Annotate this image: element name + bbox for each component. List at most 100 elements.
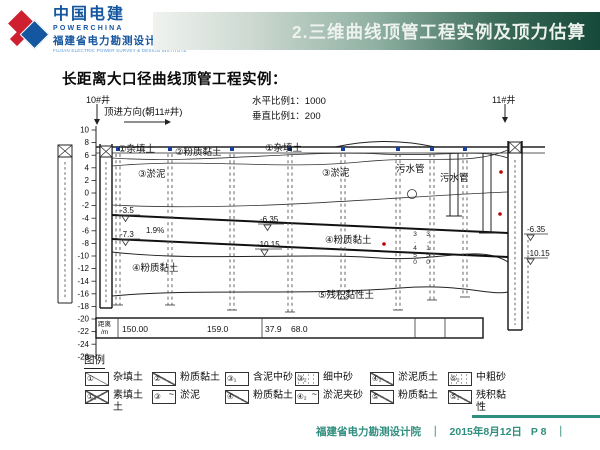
legend-item: ③ ~ 淤泥	[152, 389, 225, 404]
legend-symbol-number: ⑤₂	[450, 374, 460, 383]
footer: 福建省电力勘测设计院 ｜ 2015年8月12日 P 8 ｜	[316, 424, 566, 439]
layer-label-siltyclay4-mid: ④粉质黏土	[325, 234, 372, 246]
legend-label: 中粗砂	[476, 372, 506, 383]
legend-symbol-number: ⑤₁	[450, 392, 460, 401]
layer-label-silt-mid: ③淤泥	[322, 167, 350, 179]
sewage-pipe-section-icon	[407, 189, 417, 199]
legend-item: ③₂ 细中砂	[295, 372, 370, 386]
axis-tick-label: -2	[82, 201, 90, 210]
legend-label: 粉质黏土	[180, 372, 220, 383]
powerchina-logo-icon	[8, 8, 52, 54]
axis-tick-label: -24	[77, 340, 89, 349]
left-shaft-column	[57, 144, 73, 304]
axis-tick-label: 4	[85, 163, 90, 172]
label-horizontal-scale: 水平比例1：1000	[252, 96, 326, 107]
label-vertical-scale: 垂直比例1：200	[252, 111, 321, 122]
legend-symbol-slash-icon: ⑤₁	[448, 390, 472, 404]
legend-symbol-number: ⑤	[372, 392, 379, 401]
red-marker-dot	[382, 242, 386, 246]
distance-table: 距离 /m 150.00 159.0 37.9 68.0	[95, 317, 484, 339]
legend-title: 图例	[84, 352, 105, 369]
axis-tick-label: -10	[77, 252, 89, 261]
label-well-10: 10#井	[86, 95, 111, 105]
label-well-11: 11#井	[492, 95, 516, 105]
label-sewage-pipe-2: 污水管	[440, 172, 469, 184]
elevation-label: -6.35	[260, 215, 279, 224]
legend-symbol-plain-icon: ③₁	[225, 372, 249, 386]
axis-tick-label: -18	[77, 302, 89, 311]
soil-labels: ①杂填土 ②粉质黏土 ③淤泥 ①杂填土 ③淤泥 ④粉质黏土 ④粉质黏土 ⑤残积黏…	[118, 142, 550, 301]
legend-label: 残积黏性	[476, 390, 506, 413]
legend-item: ①₁ 素填土 土	[85, 390, 152, 414]
red-marker-dot	[498, 212, 502, 216]
table-unit-label-line2: /m	[101, 329, 108, 336]
elevation-label: -10.15	[257, 240, 280, 249]
logo-name-en: POWERCHINA	[53, 25, 124, 32]
footer-separator: ｜	[430, 426, 441, 438]
legend-item: ⑤₂ 中粗砂	[448, 372, 508, 386]
ground-surface	[96, 141, 545, 154]
axis-tick-label: 10	[80, 126, 89, 135]
table-cell: 150.00	[122, 324, 148, 334]
legend-item: ⑤ 粉质黏土	[370, 390, 448, 404]
axis-tick-label: -22	[77, 327, 89, 336]
layer-label-fill-mid: ①杂填土	[265, 142, 303, 154]
logo-org-name: 福建省电力勘测设计院	[53, 35, 168, 47]
legend-item: ① 杂填土	[85, 372, 152, 386]
well-11-shaft	[507, 141, 529, 331]
vertical-number-2: 3.150	[424, 231, 432, 266]
page-title: 2.三维曲线顶管工程实例及顶力估算	[291, 21, 586, 42]
borehole-marker	[116, 147, 120, 151]
legend-symbol-number: ①₁	[87, 392, 97, 401]
borehole-marker	[463, 147, 467, 151]
borehole-columns	[113, 147, 470, 313]
jacking-pipe-lines	[111, 214, 509, 258]
elevation-label: -6.35	[527, 225, 546, 234]
borehole-marker	[396, 147, 400, 151]
legend-label: 淤泥	[180, 390, 200, 401]
axis-tick-label: -20	[77, 315, 89, 324]
legend-symbol-number: ④₂	[297, 392, 307, 401]
legend-symbol-slash-icon: ⑤	[370, 390, 394, 404]
legend-symbol-wave-icon: ④₂ ~	[295, 389, 319, 404]
label-jacking-direction: 顶进方向(朝11#井)	[104, 107, 183, 118]
legend-label: 淤泥夹砂	[323, 390, 363, 401]
title-banner: 2.三维曲线顶管工程实例及顶力估算	[153, 12, 600, 50]
legend-label: 粉质黏土	[253, 390, 293, 401]
legend-label: 淤泥质土	[398, 372, 438, 383]
legend-row-1: ① 杂填土 ② 粉质黏土 ③₁ 含泥中砂 ③₂ 细中砂 ④₁ 淤泥质土 ⑤₂ 中粗砂	[85, 372, 508, 386]
footer-accent-line	[472, 415, 600, 418]
elevation-marks	[118, 214, 548, 266]
geological-profile-diagram: 10 8 6 4 2 0 -2 -4 -6 -8 -10 -12 -14 -16 -18 -20 -22 -24 -…	[57, 104, 550, 361]
axis-tick-label: 8	[85, 138, 90, 147]
legend-item: ④₁ 淤泥质土	[370, 372, 448, 386]
layer-label-fill-top: ①杂填土	[118, 143, 156, 155]
layer-label-siltyclay2: ②粉质黏土	[175, 146, 222, 158]
legend-item: ④ 粉质黏土	[225, 390, 295, 404]
borehole-marker	[341, 147, 345, 151]
legend-symbol-number: ④	[227, 392, 234, 401]
legend-label: 素填土 土	[113, 390, 143, 413]
layer-label-siltyclay4-left: ④粉质黏土	[132, 262, 179, 274]
legend-label: 细中砂	[323, 372, 353, 383]
legend-symbol-number: ③	[154, 392, 161, 401]
axis-tick-label: -8	[82, 239, 90, 248]
subtitle: 长距离大口径曲线顶管工程实例：	[62, 72, 287, 88]
table-unit-label-line1: 距离	[98, 319, 112, 328]
footer-org: 福建省电力勘测设计院	[316, 426, 422, 438]
axis-tick-label: -14	[77, 277, 89, 286]
elevation-label: -10.15	[527, 249, 550, 258]
legend-symbol-wave-icon: ③ ~	[152, 389, 176, 404]
layer-label-silt-left: ③淤泥	[138, 168, 166, 180]
legend-symbol-dots-icon: ③₂	[295, 372, 319, 386]
borehole-marker	[168, 147, 172, 151]
legend-symbol-number: ②	[154, 374, 161, 383]
table-cell: 159.0	[207, 324, 229, 334]
legend-symbol-tick-icon: ①	[85, 372, 109, 386]
legend-item: ② 粉质黏土	[152, 372, 225, 386]
legend-symbol-cross-icon: ①₁	[85, 390, 109, 404]
elevation-axis-ticks: 10 8 6 4 2 0 -2 -4 -6 -8 -10 -12 -14 -16 -18 -20 -22 -24 -…	[77, 126, 96, 361]
elevation-label: -3.5	[120, 206, 134, 215]
footer-page: P 8	[530, 425, 547, 438]
